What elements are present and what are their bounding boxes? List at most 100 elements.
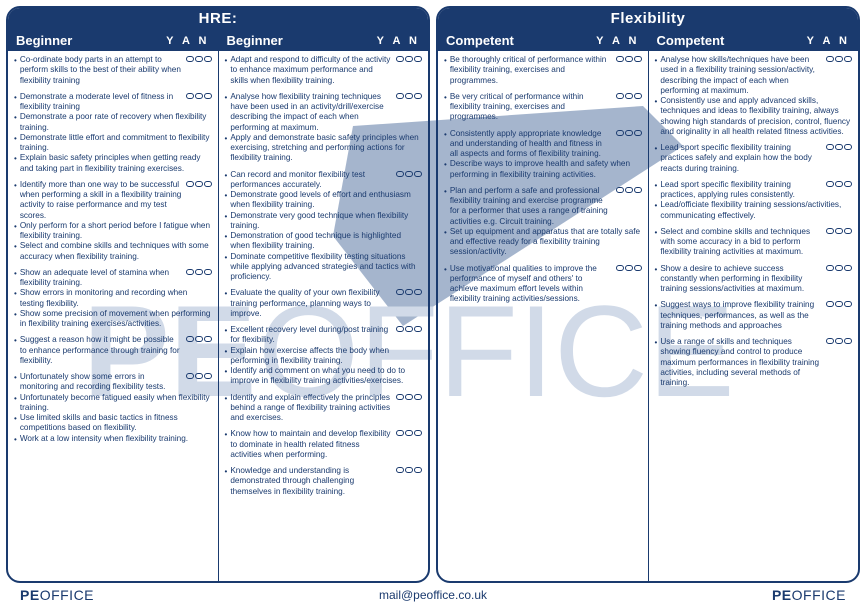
- yan-bubble[interactable]: [835, 338, 843, 344]
- yan-bubble[interactable]: [405, 289, 413, 295]
- yan-bubble[interactable]: [204, 336, 212, 342]
- yan-bubble[interactable]: [844, 338, 852, 344]
- yan-bubble[interactable]: [396, 56, 404, 62]
- yan-bubble[interactable]: [616, 130, 624, 136]
- yan-bubble[interactable]: [414, 430, 422, 436]
- yan-bubble[interactable]: [405, 93, 413, 99]
- yan-bubble[interactable]: [186, 181, 194, 187]
- yan-bubble[interactable]: [616, 265, 624, 271]
- yan-bubble[interactable]: [826, 56, 834, 62]
- yan-bubble[interactable]: [634, 130, 642, 136]
- yan-bubble[interactable]: [396, 171, 404, 177]
- yan-bubbles[interactable]: [182, 92, 212, 99]
- yan-bubble[interactable]: [396, 326, 404, 332]
- yan-bubble[interactable]: [414, 326, 422, 332]
- yan-bubble[interactable]: [844, 181, 852, 187]
- yan-bubble[interactable]: [826, 338, 834, 344]
- yan-bubble[interactable]: [826, 181, 834, 187]
- yan-bubbles[interactable]: [612, 264, 642, 271]
- yan-bubbles[interactable]: [822, 143, 852, 150]
- yan-bubble[interactable]: [186, 269, 194, 275]
- yan-bubble[interactable]: [835, 265, 843, 271]
- yan-bubble[interactable]: [616, 187, 624, 193]
- yan-bubble[interactable]: [835, 181, 843, 187]
- yan-bubble[interactable]: [396, 289, 404, 295]
- yan-bubble[interactable]: [625, 93, 633, 99]
- yan-bubbles[interactable]: [182, 268, 212, 275]
- yan-bubble[interactable]: [186, 56, 194, 62]
- yan-bubble[interactable]: [414, 467, 422, 473]
- yan-bubble[interactable]: [405, 56, 413, 62]
- yan-bubbles[interactable]: [392, 429, 422, 436]
- yan-bubbles[interactable]: [822, 180, 852, 187]
- yan-bubbles[interactable]: [392, 92, 422, 99]
- yan-bubble[interactable]: [396, 467, 404, 473]
- yan-bubble[interactable]: [186, 93, 194, 99]
- yan-bubble[interactable]: [414, 289, 422, 295]
- yan-bubble[interactable]: [195, 56, 203, 62]
- yan-bubble[interactable]: [195, 181, 203, 187]
- yan-bubble[interactable]: [634, 93, 642, 99]
- yan-bubble[interactable]: [405, 467, 413, 473]
- yan-bubbles[interactable]: [612, 186, 642, 193]
- yan-bubble[interactable]: [405, 430, 413, 436]
- yan-bubble[interactable]: [634, 265, 642, 271]
- yan-bubble[interactable]: [204, 269, 212, 275]
- yan-bubble[interactable]: [625, 130, 633, 136]
- yan-bubbles[interactable]: [392, 288, 422, 295]
- yan-bubbles[interactable]: [822, 55, 852, 62]
- yan-bubble[interactable]: [396, 394, 404, 400]
- yan-bubble[interactable]: [844, 56, 852, 62]
- yan-bubble[interactable]: [625, 56, 633, 62]
- yan-bubbles[interactable]: [182, 180, 212, 187]
- yan-bubble[interactable]: [414, 93, 422, 99]
- yan-bubble[interactable]: [195, 269, 203, 275]
- yan-bubble[interactable]: [826, 228, 834, 234]
- yan-bubbles[interactable]: [392, 170, 422, 177]
- yan-bubble[interactable]: [204, 93, 212, 99]
- yan-bubble[interactable]: [826, 301, 834, 307]
- yan-bubble[interactable]: [835, 144, 843, 150]
- yan-bubble[interactable]: [204, 181, 212, 187]
- yan-bubbles[interactable]: [612, 129, 642, 136]
- yan-bubble[interactable]: [625, 265, 633, 271]
- yan-bubble[interactable]: [844, 301, 852, 307]
- yan-bubble[interactable]: [625, 187, 633, 193]
- yan-bubble[interactable]: [616, 93, 624, 99]
- yan-bubbles[interactable]: [182, 335, 212, 342]
- yan-bubbles[interactable]: [612, 55, 642, 62]
- yan-bubble[interactable]: [195, 373, 203, 379]
- yan-bubble[interactable]: [844, 228, 852, 234]
- yan-bubble[interactable]: [844, 265, 852, 271]
- yan-bubble[interactable]: [826, 265, 834, 271]
- yan-bubble[interactable]: [195, 93, 203, 99]
- yan-bubbles[interactable]: [822, 337, 852, 344]
- yan-bubbles[interactable]: [822, 227, 852, 234]
- yan-bubble[interactable]: [186, 373, 194, 379]
- yan-bubbles[interactable]: [392, 466, 422, 473]
- yan-bubble[interactable]: [414, 171, 422, 177]
- yan-bubble[interactable]: [396, 430, 404, 436]
- yan-bubbles[interactable]: [612, 92, 642, 99]
- yan-bubble[interactable]: [616, 56, 624, 62]
- yan-bubble[interactable]: [835, 56, 843, 62]
- yan-bubbles[interactable]: [182, 55, 212, 62]
- yan-bubbles[interactable]: [182, 372, 212, 379]
- yan-bubble[interactable]: [204, 373, 212, 379]
- yan-bubble[interactable]: [405, 326, 413, 332]
- yan-bubble[interactable]: [835, 301, 843, 307]
- yan-bubble[interactable]: [835, 228, 843, 234]
- yan-bubble[interactable]: [405, 394, 413, 400]
- yan-bubble[interactable]: [844, 144, 852, 150]
- yan-bubbles[interactable]: [392, 393, 422, 400]
- yan-bubble[interactable]: [634, 56, 642, 62]
- yan-bubble[interactable]: [414, 394, 422, 400]
- yan-bubbles[interactable]: [822, 300, 852, 307]
- yan-bubble[interactable]: [195, 336, 203, 342]
- yan-bubble[interactable]: [634, 187, 642, 193]
- yan-bubble[interactable]: [826, 144, 834, 150]
- yan-bubbles[interactable]: [392, 325, 422, 332]
- yan-bubbles[interactable]: [822, 264, 852, 271]
- yan-bubble[interactable]: [414, 56, 422, 62]
- yan-bubbles[interactable]: [392, 55, 422, 62]
